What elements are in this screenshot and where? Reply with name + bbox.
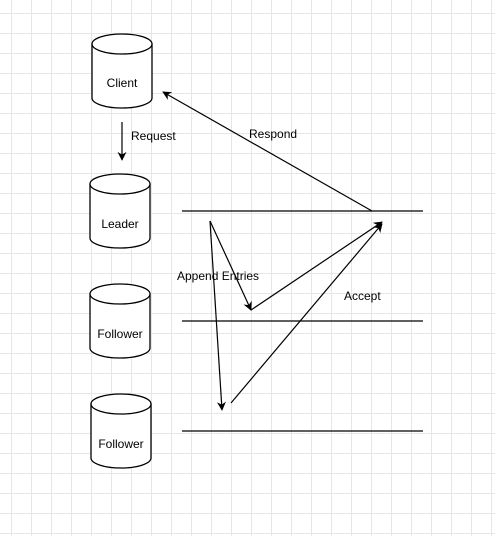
respond-arrow bbox=[162, 91, 373, 212]
append-entries-label: Append Entries bbox=[177, 269, 259, 283]
accept-arrow-2 bbox=[230, 223, 383, 404]
client-node[interactable]: Client bbox=[91, 33, 153, 109]
append-entries-arrow-1 bbox=[209, 220, 252, 311]
leader-label: Leader bbox=[101, 217, 138, 231]
follower-2-label: Follower bbox=[98, 437, 143, 451]
client-label: Client bbox=[107, 76, 138, 90]
respond-label: Respond bbox=[249, 127, 297, 141]
leader-node[interactable]: Leader bbox=[89, 173, 151, 249]
follower-node-1[interactable]: Follower bbox=[89, 283, 151, 359]
accept-label: Accept bbox=[344, 289, 381, 303]
request-label: Request bbox=[131, 129, 176, 143]
append-entries-arrow-2 bbox=[209, 220, 226, 411]
accept-arrow-1 bbox=[250, 221, 383, 311]
follower-node-2[interactable]: Follower bbox=[90, 393, 152, 469]
follower-1-label: Follower bbox=[97, 327, 142, 341]
